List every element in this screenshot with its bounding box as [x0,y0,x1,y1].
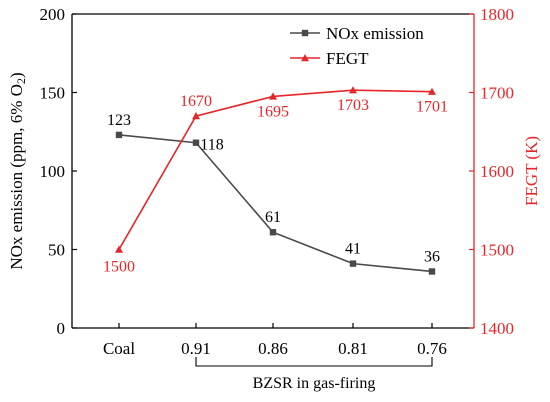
fegt-marker [269,92,277,100]
legend-nox-label: NOx emission [326,24,424,43]
x-tick-label: Coal [103,339,135,358]
fegt-marker [192,112,200,120]
nox-emission-line [118,134,433,273]
right-y-tick-label: 1500 [480,241,514,260]
legend-fegt-marker [301,54,309,62]
category-group-bracket [195,357,433,367]
left-y-tick-label: 200 [40,5,66,24]
nox-emission-marker [349,260,357,267]
right-y-tick-label: 1800 [480,5,514,24]
fegt-data-label: 1670 [180,93,212,110]
right-y-tick-label: 1700 [480,84,514,103]
left-y-tick-label: 100 [40,162,66,181]
right-y-tick-label: 1600 [480,162,514,181]
category-group-label: BZSR in gas-firing [253,375,376,392]
nox-emission-marker [428,268,436,275]
nox-emission-data-label: 61 [265,209,281,226]
fegt-marker [115,245,123,253]
x-tick-label: 0.81 [338,339,368,358]
plot-area: 0 50 100 150 200 1400 1500 1600 1700 1800 Coal 0.91… [7,5,541,392]
nox-emission-marker [115,131,123,139]
fegt-marker [349,86,357,94]
left-y-axis-title-end: ) [7,72,26,78]
nox-emission-data-label: 118 [200,137,223,154]
x-tick-label: 0.86 [258,339,288,358]
nox-emission-data-label: 36 [424,248,440,265]
legend-fegt-label: FEGT [326,49,369,68]
x-tick-label: 0.76 [417,339,447,358]
fegt-data-label: 1695 [257,103,289,120]
nox-emission-data-label: 41 [345,241,361,258]
left-y-tick-label: 150 [40,84,66,103]
x-tick-label: 0.91 [181,339,211,358]
fegt-data-label: 1500 [103,259,135,276]
nox-emission-data-label: 123 [107,112,131,129]
nox-emission-marker [192,139,200,146]
right-y-axis-title: FEGT (K) [522,136,541,206]
legend-nox-marker [301,29,309,37]
left-y-axis-title-main: NOx emission (ppm, 6% O [7,84,26,270]
left-y-tick-label: 50 [48,241,65,260]
fegt-data-label: 1701 [416,99,448,116]
left-y-axis-title: NOx emission (ppm, 6% O2) [7,72,28,269]
left-y-tick-label: 0 [57,319,66,338]
fegt-data-label: 1703 [337,97,369,114]
left-y-axis-title-subscript: 2 [14,78,28,84]
fegt-marker [428,87,436,95]
nox-emission-marker [269,229,277,236]
right-y-tick-label: 1400 [480,319,514,338]
